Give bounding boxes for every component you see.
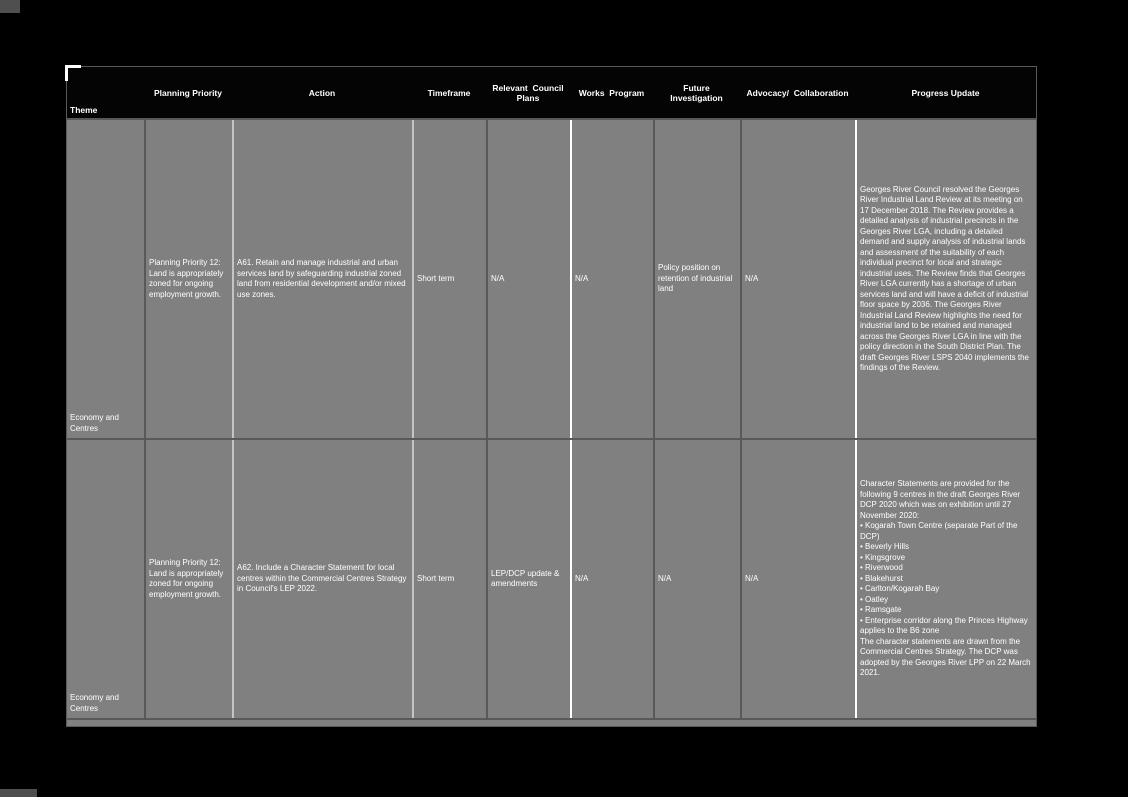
table-row: Economy and Centres Planning Priority 12… [67,118,1036,438]
column-header-label: Planning Priority [153,87,222,98]
cell-timeframe: Short term [412,440,486,718]
column-header-label: Works Program [578,87,645,98]
timeframe-value: Short term [417,273,455,283]
cell-action: A62. Include a Character Statement for l… [232,440,412,718]
column-header-relevant-council-plans: Relevant Council Plans [486,67,570,118]
cell-planning-priority: Planning Priority 12: Land is appropriat… [144,120,232,438]
column-header-future-investigation: Future Investigation [653,67,740,118]
cell-relevant-council-plans: N/A [486,120,570,438]
column-header-works-program: Works Program [570,67,653,118]
column-header-progress-update: Progress Update [855,67,1036,118]
column-header-action: Action [232,67,412,118]
cell-action: A61. Retain and manage industrial and ur… [232,120,412,438]
future-investigation-value: N/A [658,573,672,583]
timeframe-value: Short term [417,573,455,583]
table-next-row-partial [67,718,1036,726]
advocacy-collaboration-value: N/A [745,573,759,583]
column-header-label: Advocacy/ Collaboration [746,87,849,98]
cell-theme: Economy and Centres [67,440,144,718]
cell-works-program: N/A [570,440,653,718]
theme-value: Economy and Centres [70,693,122,713]
progress-update-value: Georges River Council resolved the Georg… [860,184,1032,373]
action-value: A61. Retain and manage industrial and ur… [237,258,408,299]
relevant-council-plans-value: N/A [491,273,505,283]
column-header-theme: Theme [67,67,144,118]
planning-priority-value: Planning Priority 12: Land is appropriat… [149,558,226,599]
works-program-value: N/A [575,573,589,583]
cell-planning-priority: Planning Priority 12: Land is appropriat… [144,440,232,718]
future-investigation-value: Policy position on retention of industri… [658,263,735,294]
top-left-artifact [0,0,20,13]
implementation-table: Theme Planning Priority Action Timeframe… [65,65,1037,727]
column-header-advocacy-collaboration: Advocacy/ Collaboration [740,67,855,118]
cell-progress-update: Georges River Council resolved the Georg… [855,120,1036,438]
table-header-row: Theme Planning Priority Action Timeframe… [67,67,1036,118]
column-header-label: Relevant Council Plans [492,82,567,103]
planning-priority-value: Planning Priority 12: Land is appropriat… [149,258,226,299]
column-header-label: Timeframe [427,87,471,98]
cell-future-investigation: Policy position on retention of industri… [653,120,740,438]
cell-relevant-council-plans: LEP/DCP update & amendments [486,440,570,718]
table-row: Economy and Centres Planning Priority 12… [67,438,1036,718]
cell-advocacy-collaboration: N/A [740,120,855,438]
theme-value: Economy and Centres [70,413,122,433]
advocacy-collaboration-value: N/A [745,273,759,283]
cell-progress-update: Character Statements are provided for th… [855,440,1036,718]
column-header-label: Theme [70,105,98,115]
cell-future-investigation: N/A [653,440,740,718]
cell-timeframe: Short term [412,120,486,438]
column-header-label: Future Investigation [670,82,723,103]
cell-works-program: N/A [570,120,653,438]
action-value: A62. Include a Character Statement for l… [237,563,409,594]
relevant-council-plans-value: LEP/DCP update & amendments [491,568,562,589]
column-header-label: Action [308,87,336,98]
cell-advocacy-collaboration: N/A [740,440,855,718]
bottom-left-artifact [0,789,37,797]
column-header-planning-priority: Planning Priority [144,67,232,118]
progress-update-value: Character Statements are provided for th… [860,479,1031,678]
column-header-label: Progress Update [911,87,980,98]
column-header-timeframe: Timeframe [412,67,486,118]
cell-theme: Economy and Centres [67,120,144,438]
works-program-value: N/A [575,273,589,283]
